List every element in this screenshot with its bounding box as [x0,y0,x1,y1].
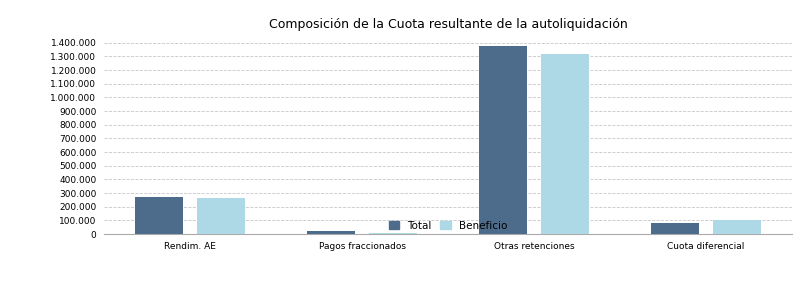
Bar [307,231,355,234]
Bar [650,223,699,234]
Bar [713,220,761,234]
Title: Composición de la Cuota resultante de la autoliquidación: Composición de la Cuota resultante de la… [269,18,627,31]
Bar [135,197,183,234]
Bar [479,46,527,234]
Legend: Total, Beneficio: Total, Beneficio [389,221,507,231]
Bar [541,54,589,234]
Bar [369,232,417,234]
Bar [197,199,246,234]
